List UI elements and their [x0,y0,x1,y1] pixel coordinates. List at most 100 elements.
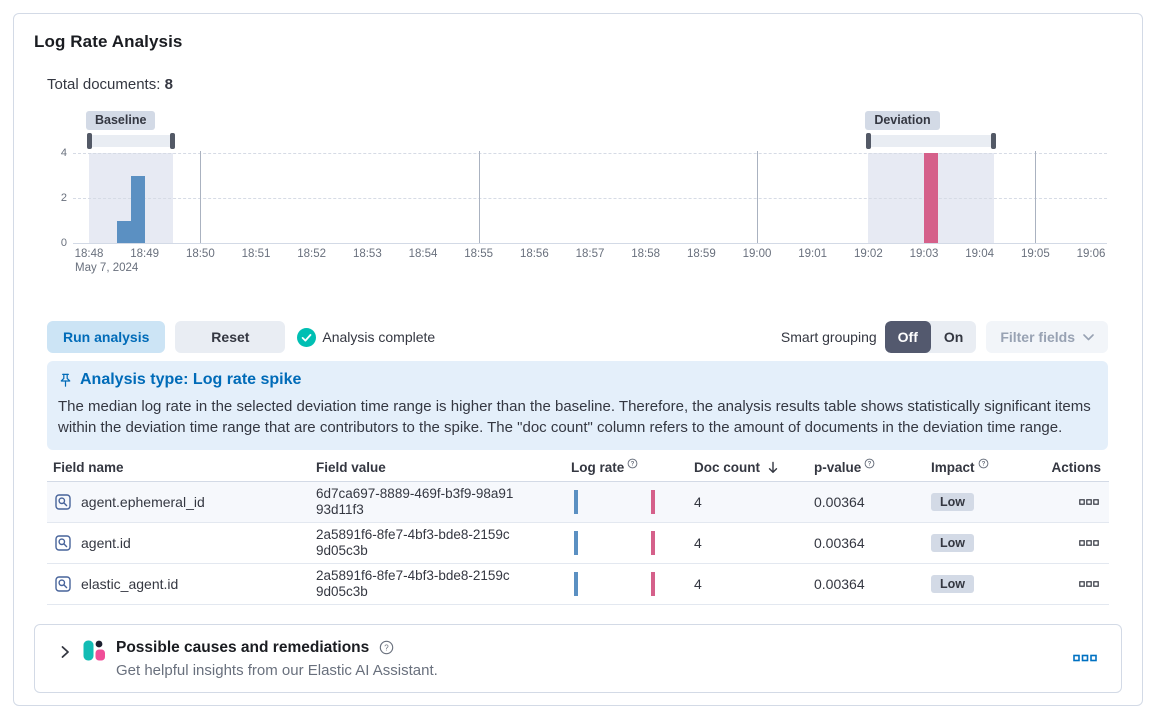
column-header-field-name[interactable]: Field name [53,460,124,475]
deviation-mini-bar [651,531,655,555]
field-value-cell: 2a5891f6-8fe7-4bf3-bde8-2159c9d05c3b [316,527,571,559]
column-header-doc-count[interactable]: Doc count [694,460,814,475]
impact-cell: Low [931,493,1051,511]
field-stats-icon[interactable] [53,574,73,594]
log-rate-cell [571,530,694,556]
x-gridline [200,151,202,243]
x-axis-tick-label: 18:57 [575,248,605,260]
row-actions-icon[interactable] [1077,497,1101,508]
column-header-actions: Actions [1051,460,1101,475]
x-gridline [757,151,758,243]
accordion-menu-icon[interactable] [1069,647,1101,670]
log-rate-cell [571,489,694,515]
y-axis-tick-label: 2 [60,192,67,204]
analysis-type-callout: Analysis type: Log rate spike The median… [47,361,1108,450]
row-actions-icon[interactable] [1077,579,1101,590]
field-name-cell: elastic_agent.id [47,574,316,594]
deviation-mini-bar [651,490,655,514]
deviation-mini-bar [651,572,655,596]
actions-cell [1051,538,1109,549]
table-row: elastic_agent.id 2a5891f6-8fe7-4bf3-bde8-… [47,564,1109,605]
baseline-mini-bar [574,531,578,555]
y-axis-tick-label: 4 [60,147,67,159]
field-name-cell: agent.ephemeral_id [47,492,316,512]
filter-fields-label: Filter fields [1000,329,1075,345]
deviation-brush-handle[interactable] [865,133,871,149]
accordion-subtitle: Get helpful insights from our Elastic AI… [116,662,438,679]
deviation-brush-handle[interactable] [991,133,997,149]
y-gridline [73,243,1107,244]
p-value-cell: 0.00364 [814,576,865,592]
x-axis-tick-label: 18:55 [464,248,494,260]
field-stats-icon[interactable] [53,492,73,512]
p-value-cell: 0.00364 [814,494,865,510]
smart-grouping-toggle: Off On [884,321,977,353]
doc-count-cell: 4 [694,576,702,592]
smart-grouping-off-button[interactable]: Off [884,321,931,353]
y-gridline [73,153,1107,154]
log-rate-mini-chart [571,530,681,556]
filter-fields-button[interactable]: Filter fields [986,321,1108,353]
x-axis-tick-label: 19:00 [742,248,772,260]
deviation-bar [924,153,938,243]
x-axis-tick-label: 18:49 [130,248,160,260]
table-row: agent.id 2a5891f6-8fe7-4bf3-bde8-2159c9d0… [47,523,1109,564]
deviation-brush[interactable] [868,135,994,147]
help-icon[interactable]: ? [377,638,396,657]
x-gridline [478,151,480,243]
field-stats-icon[interactable] [53,533,73,553]
impact-badge: Low [931,575,974,593]
x-axis-tick-label: 19:03 [909,248,939,260]
accordion-title[interactable]: Possible causes and remediations [116,638,370,656]
log-rate-cell [571,571,694,597]
field-value-text: 2a5891f6-8fe7-4bf3-bde8-2159c9d05c3b [316,527,510,558]
log-rate-mini-chart [571,571,681,597]
total-documents: Total documents: 8 [47,76,1108,93]
x-axis-tick-label: 18:51 [241,248,271,260]
actions-cell [1051,579,1109,590]
field-value-text: 2a5891f6-8fe7-4bf3-bde8-2159c9d05c3b [316,568,510,599]
smart-grouping-on-button[interactable]: On [931,321,976,353]
chevron-down-icon [1083,333,1094,341]
impact-badge: Low [931,493,974,511]
check-circle-icon [297,327,317,347]
analysis-status-label: Analysis complete [322,329,436,345]
x-axis-tick-label: 18:56 [519,248,549,260]
p-value-cell: 0.00364 [814,535,865,551]
table-row: agent.ephemeral_id 6d7ca697-8889-469f-b3f… [47,482,1109,523]
pin-icon [58,373,73,388]
column-header-p-value[interactable]: p-value? [814,458,931,475]
y-gridline [73,198,1107,199]
field-value-cell: 2a5891f6-8fe7-4bf3-bde8-2159c9d05c3b [316,568,571,600]
field-name-label: elastic_agent.id [81,576,179,592]
reset-button[interactable]: Reset [175,321,286,353]
table-body: agent.ephemeral_id 6d7ca697-8889-469f-b3f… [47,482,1109,605]
doc-count-cell: 4 [694,535,702,551]
log-rate-chart: 0 2 4 Baseline Deviation 18:48 18:49 18:50 18:51… [47,111,1109,277]
column-header-impact[interactable]: Impact? [931,458,1051,475]
impact-cell: Low [931,575,1051,593]
run-analysis-button[interactable]: Run analysis [47,321,166,353]
accordion-chevron-icon[interactable] [55,641,75,666]
row-actions-icon[interactable] [1077,538,1101,549]
x-axis-tick-label: 18:50 [185,248,215,260]
log-rate-mini-chart [571,489,681,515]
svg-text:?: ? [981,461,985,468]
log-rate-analysis-panel: Log Rate Analysis Total documents: 8 0 2 4… [13,13,1143,706]
baseline-mini-bar [574,490,578,514]
baseline-brush-handle[interactable] [170,133,175,149]
possible-causes-accordion: Possible causes and remediations ? Get h… [34,624,1122,693]
y-axis-tick-label: 0 [60,237,67,249]
callout-body: The median log rate in the selected devi… [58,398,1091,436]
column-header-log-rate[interactable]: Log rate? [571,458,694,475]
table-header: Field name Field value Log rate? Doc count p… [47,458,1109,482]
x-axis-tick-label: 19:06 [1076,248,1106,260]
field-name-label: agent.id [81,535,131,551]
column-header-field-value[interactable]: Field value [316,460,386,475]
total-documents-label: Total documents: [47,76,161,93]
baseline-bar [130,175,145,243]
baseline-brush-handle[interactable] [86,133,92,149]
impact-badge: Low [931,534,974,552]
baseline-brush[interactable] [89,135,173,147]
svg-text:?: ? [631,461,635,468]
